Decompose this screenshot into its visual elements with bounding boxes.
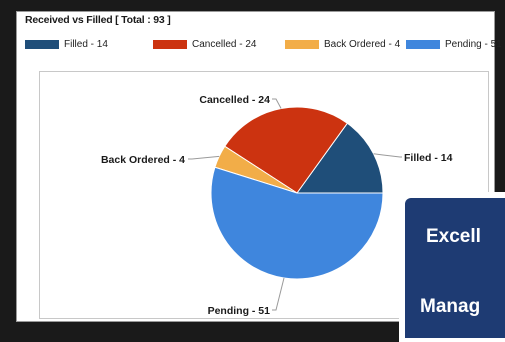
pie-slice-cancelled	[224, 106, 349, 194]
callout-line-back-ordered	[188, 155, 220, 160]
chart-panel: Received vs Filled [ Total : 93 ] Filled…	[16, 11, 502, 322]
legend-swatch-filled	[25, 40, 59, 49]
callout-label-back-ordered: Back Ordered - 4	[101, 154, 185, 166]
legend-swatch-back-ordered	[285, 40, 319, 49]
chart-title: Received vs Filled [ Total : 93 ]	[25, 14, 171, 26]
callout-label-cancelled: Cancelled - 24	[199, 94, 270, 106]
legend-item-pending: Pending - 51	[406, 39, 502, 50]
legend-label-pending: Pending - 51	[445, 39, 502, 50]
legend-item-back-ordered: Back Ordered - 4	[285, 39, 400, 50]
pie-slice-filled	[296, 122, 384, 194]
legend-label-back-ordered: Back Ordered - 4	[324, 39, 401, 50]
callout-line-pending	[272, 277, 285, 311]
legend-label-cancelled: Cancelled - 24	[192, 39, 257, 50]
legend-swatch-pending	[406, 40, 440, 49]
pie-chart: Filled - 14 Cancelled - 24 Back Ordered - …	[101, 94, 453, 317]
overlay-banner	[405, 198, 505, 338]
legend-item-filled: Filled - 14	[25, 39, 108, 50]
overlay-subheading: Manag	[420, 296, 481, 317]
legend-item-cancelled: Cancelled - 24	[153, 39, 256, 50]
callout-label-filled: Filled - 14	[404, 152, 453, 164]
callout-label-pending: Pending - 51	[208, 305, 271, 317]
plot-area: Filled - 14 Cancelled - 24 Back Ordered - …	[39, 71, 489, 319]
callout-line-filled	[373, 153, 402, 158]
pie-slice-pending	[210, 166, 384, 280]
legend-swatch-cancelled	[153, 40, 187, 49]
legend: Filled - 14 Cancelled - 24 Back Ordered …	[17, 39, 502, 53]
legend-label-filled: Filled - 14	[64, 39, 108, 50]
callout-line-cancelled	[272, 98, 282, 109]
overlay-heading: Excell	[426, 226, 481, 247]
